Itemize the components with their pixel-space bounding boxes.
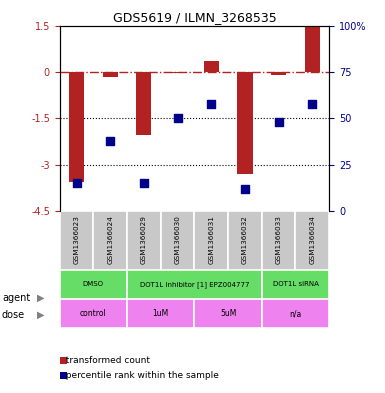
Text: GSM1366029: GSM1366029 bbox=[141, 215, 147, 264]
Text: GSM1366024: GSM1366024 bbox=[107, 215, 113, 264]
Point bbox=[208, 101, 214, 107]
Bar bbox=[60, 299, 127, 328]
Text: GSM1366031: GSM1366031 bbox=[208, 215, 214, 264]
Bar bbox=[60, 211, 93, 270]
Bar bbox=[262, 270, 329, 299]
Text: GSM1366030: GSM1366030 bbox=[174, 215, 181, 264]
Bar bbox=[127, 211, 161, 270]
Bar bbox=[204, 61, 219, 72]
Text: dose: dose bbox=[2, 310, 25, 320]
Bar bbox=[103, 72, 118, 77]
Bar bbox=[305, 27, 320, 72]
Text: GSM1366032: GSM1366032 bbox=[242, 215, 248, 264]
Text: percentile rank within the sample: percentile rank within the sample bbox=[60, 371, 219, 380]
Point bbox=[309, 101, 315, 107]
Text: GSM1366023: GSM1366023 bbox=[74, 215, 80, 264]
Point bbox=[107, 138, 113, 144]
Bar bbox=[170, 72, 185, 73]
Text: transformed count: transformed count bbox=[60, 356, 150, 365]
Bar bbox=[69, 72, 84, 182]
Bar bbox=[136, 72, 151, 136]
Text: GSM1366034: GSM1366034 bbox=[309, 215, 315, 264]
Text: DOT1L siRNA: DOT1L siRNA bbox=[273, 281, 318, 287]
Bar bbox=[296, 211, 329, 270]
Text: agent: agent bbox=[2, 292, 30, 303]
Text: ▶: ▶ bbox=[37, 292, 44, 303]
Point bbox=[141, 180, 147, 187]
Point bbox=[276, 119, 282, 125]
Bar bbox=[194, 211, 228, 270]
Bar bbox=[262, 211, 296, 270]
Bar bbox=[194, 299, 262, 328]
Bar bbox=[161, 211, 194, 270]
Text: DOT1L inhibitor [1] EPZ004777: DOT1L inhibitor [1] EPZ004777 bbox=[140, 281, 249, 288]
Bar bbox=[60, 270, 127, 299]
Text: n/a: n/a bbox=[290, 309, 301, 318]
Bar bbox=[127, 299, 194, 328]
Text: 5uM: 5uM bbox=[220, 309, 236, 318]
Bar bbox=[238, 72, 253, 174]
Bar bbox=[271, 72, 286, 75]
Point bbox=[74, 180, 80, 187]
Bar bbox=[262, 299, 329, 328]
Bar bbox=[93, 211, 127, 270]
Text: control: control bbox=[80, 309, 107, 318]
Text: 1uM: 1uM bbox=[152, 309, 169, 318]
Point bbox=[242, 186, 248, 192]
Bar bbox=[127, 270, 262, 299]
Text: ▶: ▶ bbox=[37, 310, 44, 320]
Text: GSM1366033: GSM1366033 bbox=[276, 215, 282, 264]
Text: DMSO: DMSO bbox=[83, 281, 104, 287]
Bar bbox=[228, 211, 262, 270]
Point bbox=[174, 115, 181, 121]
Title: GDS5619 / ILMN_3268535: GDS5619 / ILMN_3268535 bbox=[112, 11, 276, 24]
